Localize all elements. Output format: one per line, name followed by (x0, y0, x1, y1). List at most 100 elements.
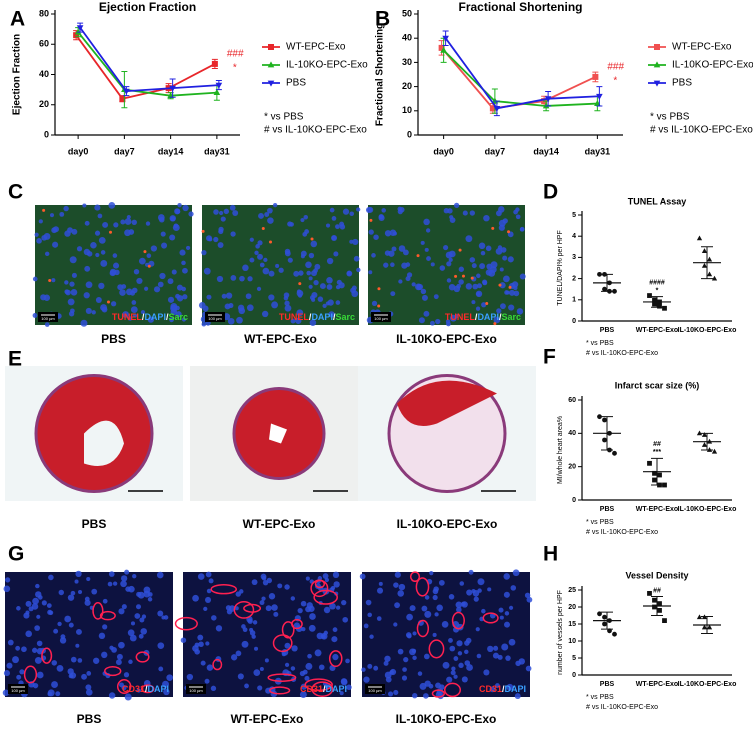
nucleus (359, 573, 366, 580)
scale-bar-box (205, 312, 225, 322)
nucleus (25, 600, 32, 607)
nucleus (423, 653, 430, 660)
nucleus (453, 285, 461, 293)
nucleus (63, 205, 69, 212)
nucleus (448, 257, 453, 262)
nucleus (339, 691, 344, 696)
data-point (711, 275, 718, 281)
nucleus (41, 600, 47, 606)
nucleus (194, 642, 200, 648)
nucleus (351, 290, 359, 298)
stain-name: / (166, 312, 169, 322)
vessel (174, 616, 198, 631)
nucleus (221, 293, 227, 299)
x-tick-label: day0 (68, 146, 89, 156)
nucleus (150, 245, 157, 252)
nucleus (147, 597, 153, 602)
nucleus (211, 615, 217, 621)
nucleus (70, 656, 77, 663)
nucleus (309, 613, 316, 620)
nucleus (170, 216, 176, 222)
nucleus (32, 313, 38, 318)
nucleus (314, 649, 322, 657)
nucleus (338, 282, 345, 289)
nucleus (373, 234, 379, 240)
nucleus (16, 606, 21, 611)
nucleus (469, 210, 476, 216)
image-caption: WT-EPC-Exo (231, 712, 304, 726)
scale-bar-box (371, 312, 391, 322)
nucleus (385, 676, 392, 683)
nucleus (479, 263, 486, 270)
stain-name: / (323, 684, 326, 694)
sd-bar (601, 611, 613, 630)
nucleus (420, 240, 425, 245)
nucleus (305, 606, 312, 613)
nucleus (272, 202, 278, 208)
nucleus (423, 218, 430, 226)
nucleus (378, 213, 384, 220)
nucleus (120, 580, 127, 588)
legend-note: * vs PBS (650, 112, 690, 123)
nucleus (384, 250, 391, 256)
nucleus (43, 294, 51, 301)
nucleus (500, 303, 506, 310)
nucleus (480, 250, 486, 256)
nucleus (473, 596, 479, 602)
significance-mark: * (656, 287, 659, 294)
nucleus (448, 638, 453, 643)
nucleus (296, 289, 302, 294)
nucleus (287, 257, 293, 263)
nucleus (492, 652, 499, 659)
footnote: # vs IL-10KO-EPC-Exo (586, 529, 658, 536)
nucleus (339, 224, 346, 230)
y-tick-label: 40 (568, 430, 576, 437)
nucleus (326, 284, 333, 290)
nucleus (509, 289, 515, 296)
nucleus (363, 676, 370, 683)
nucleus (498, 607, 504, 613)
nucleus (83, 292, 90, 299)
nucleus (225, 292, 233, 299)
nucleus (182, 294, 188, 300)
nucleus (383, 660, 389, 666)
data-point (647, 591, 652, 596)
nucleus (19, 669, 25, 675)
nucleus (284, 250, 291, 257)
nucleus (69, 672, 77, 679)
data-point (489, 105, 496, 112)
nucleus (308, 276, 313, 281)
nucleus (412, 655, 417, 661)
nucleus (203, 267, 211, 275)
nucleus (421, 605, 428, 612)
nucleus (91, 310, 96, 315)
tunel-spot (377, 287, 381, 291)
nucleus (113, 262, 120, 269)
stain-name: DAPI (311, 312, 333, 322)
nucleus (94, 230, 101, 236)
nucleus (468, 569, 474, 575)
nucleus (459, 581, 465, 586)
footnote: * vs PBS (586, 519, 614, 526)
nucleus (329, 602, 336, 610)
y-tick-label: 2 (572, 275, 576, 282)
footnote: # vs IL-10KO-EPC-Exo (586, 704, 658, 711)
nucleus (441, 621, 449, 628)
nucleus (376, 587, 384, 594)
y-tick-label: 0 (572, 318, 576, 325)
data-point (706, 256, 713, 262)
nucleus (351, 285, 357, 291)
tunel-spot (454, 274, 458, 278)
y-axis-label: MI/whole heart area% (557, 416, 564, 484)
vessel (310, 579, 329, 598)
nucleus (86, 251, 93, 257)
nucleus (235, 650, 242, 657)
nucleus (157, 642, 165, 649)
nucleus (264, 212, 270, 217)
nucleus (449, 645, 456, 652)
scale-label: 100 µm (368, 688, 382, 693)
nucleus (446, 321, 451, 327)
nucleus (206, 294, 212, 300)
vessel (104, 665, 122, 677)
data-point (597, 414, 602, 420)
